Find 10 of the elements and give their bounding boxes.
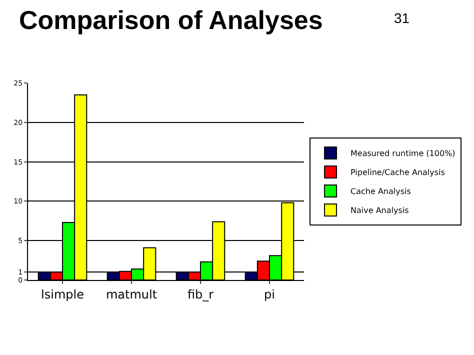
legend-label: Measured runtime (100%) [350, 149, 456, 158]
x-tick-label: matmult [106, 287, 158, 302]
legend-label: Naive Analysis [350, 206, 409, 216]
x-tick-label: fib_r [187, 287, 214, 302]
x-tick-label: pi [264, 287, 275, 302]
x-tick-label: lsimple [41, 287, 84, 302]
chart-title: Comparison of Analyses [18, 4, 323, 35]
legend-label: Cache Analysis [350, 187, 411, 196]
legend-label: Pipeline/Cache Analysis [350, 168, 445, 178]
text: 31 [394, 10, 410, 26]
